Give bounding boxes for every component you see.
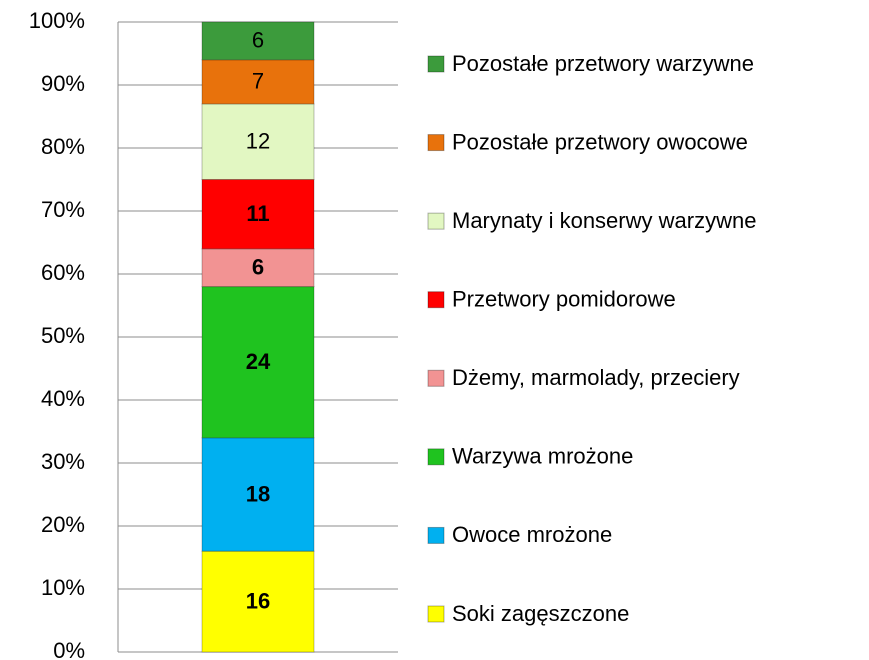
legend-swatch [427, 526, 445, 544]
legend-label: Warzywa mrożone [452, 444, 633, 469]
y-tick-label: 40% [41, 386, 85, 411]
legend-label: Pozostałe przetwory warzywne [452, 51, 754, 76]
legend-label: Marynaty i konserwy warzywne [452, 208, 756, 233]
bar-segment [201, 550, 315, 653]
y-tick-label: 30% [41, 449, 85, 474]
y-tick-label: 60% [41, 260, 85, 285]
bar-segment [201, 21, 315, 61]
legend-swatch [427, 605, 445, 623]
legend-swatch [427, 134, 445, 152]
data-label: 11 [246, 201, 269, 226]
legend-label: Dżemy, marmolady, przeciery [452, 365, 740, 390]
data-label: 18 [246, 481, 270, 506]
bar-segment [201, 103, 315, 180]
legend-swatch [427, 55, 445, 73]
legend-label: Pozostałe przetwory owocowe [452, 129, 748, 154]
legend-swatch [427, 369, 445, 387]
data-label: 6 [252, 28, 264, 53]
bar-segment [201, 59, 315, 105]
y-tick-label: 90% [41, 71, 85, 96]
legend-label: Owoce mrożone [452, 522, 612, 547]
data-label: 16 [246, 588, 270, 613]
y-tick-label: 70% [41, 197, 85, 222]
legend-label: Przetwory pomidorowe [452, 287, 676, 312]
y-tick-label: 0% [53, 638, 85, 660]
data-label: 12 [246, 129, 270, 154]
y-tick-label: 100% [29, 8, 85, 33]
legend-swatch [427, 448, 445, 466]
y-tick-label: 10% [41, 575, 85, 600]
legend-swatch [427, 212, 445, 230]
legend-label: Soki zagęszczone [452, 601, 629, 626]
bar-segment [201, 437, 315, 552]
y-tick-label: 50% [41, 323, 85, 348]
y-tick-label: 20% [41, 512, 85, 537]
y-tick-label: 80% [41, 134, 85, 159]
data-label: 24 [246, 349, 271, 374]
bar-segment [201, 179, 315, 250]
legend-swatch [427, 291, 445, 309]
data-label: 6 [252, 255, 264, 280]
data-label: 7 [252, 69, 264, 94]
